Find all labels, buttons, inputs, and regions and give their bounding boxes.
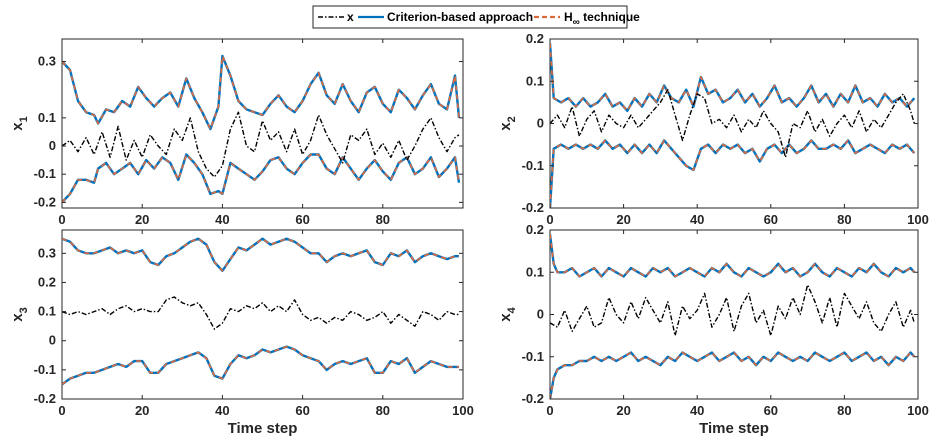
- legend-label-x: x: [347, 10, 354, 24]
- legend-hinf-rest: technique: [580, 10, 640, 24]
- subplot-3: 0 20 40 60 80 100 -0.2 -0.1 0 0.1 0.2 0.3 x3 Time ste…: [9, 229, 474, 437]
- y-axis-label: x1: [9, 116, 30, 130]
- series-group: [62, 237, 459, 386]
- plot-area: [549, 38, 919, 209]
- hinf-upper-bound: [550, 43, 915, 112]
- y-axis-label-sub: 4: [506, 306, 518, 313]
- x-tick-label: 80: [376, 212, 390, 227]
- x-tick-label: 40: [690, 212, 704, 227]
- hinf-upper-bound: [62, 55, 460, 130]
- hinf-lower-bound: [550, 139, 915, 208]
- hinf-lower-bound: [62, 153, 460, 203]
- hinf-lower-bound: [550, 351, 915, 399]
- y-tick-label: -0.2: [34, 391, 56, 406]
- x-tick-label: 100: [907, 212, 929, 227]
- x-tick-label: 100: [452, 403, 474, 418]
- x-tick-label: 80: [837, 403, 851, 418]
- subplot-2: 0 20 40 60 80 100 -0.2 -0.1 0 0.1 0.2 x2: [497, 31, 929, 227]
- series-group: [550, 43, 916, 208]
- y-axis-label: x4: [497, 306, 518, 321]
- hinf-upper-bound: [62, 237, 459, 272]
- y-tick-label: 0.2: [38, 274, 56, 289]
- x-tick-label: 40: [215, 403, 229, 418]
- hinf-lower-bound: [62, 345, 459, 386]
- y-axis-label-sub: 3: [18, 307, 30, 313]
- y-axis-label-sub: 2: [506, 116, 518, 122]
- y-tick-label: -0.1: [34, 166, 56, 181]
- x-tick-label: 0: [546, 212, 553, 227]
- x-tick-label: 20: [616, 403, 630, 418]
- x-tick-label: 60: [764, 403, 778, 418]
- y-tick-label: -0.2: [34, 194, 56, 209]
- y-tick-label: 0.1: [38, 304, 56, 319]
- x-tick-label: 60: [295, 403, 309, 418]
- y-axis-label-base: x: [497, 313, 514, 322]
- y-tick-label: -0.2: [522, 200, 544, 215]
- y-axis-label: x3: [9, 307, 30, 321]
- x-tick-label: 0: [58, 403, 65, 418]
- y-axis-label-sub: 1: [18, 116, 30, 122]
- y-axis-label-base: x: [9, 313, 26, 322]
- y-tick-label: 0.2: [526, 222, 544, 237]
- y-tick-label: 0: [537, 307, 544, 322]
- legend: x Criterion-based approach H∞ technique: [312, 5, 640, 29]
- y-tick-label: 0.1: [526, 73, 544, 88]
- legend-hinf-sub: ∞: [573, 17, 580, 28]
- legend-box: [312, 5, 628, 29]
- legend-label-criterion: Criterion-based approach: [387, 10, 533, 24]
- subplot-4: 0 20 40 60 80 100 -0.2 -0.1 0 0.1 0.2 x4 Time step: [497, 222, 929, 437]
- x-axis-label: Time step: [699, 420, 769, 437]
- x-tick-label: 20: [135, 212, 149, 227]
- y-tick-label: 0.1: [38, 110, 56, 125]
- plot-area: [61, 229, 464, 400]
- y-axis-label-base: x: [497, 122, 514, 131]
- subplot-1: 0 20 40 60 80 -0.2 -0.1 0 0.1 0.3 x1: [9, 38, 464, 227]
- y-tick-label: 0.1: [526, 264, 544, 279]
- y-axis-label-base: x: [9, 122, 26, 131]
- legend-label-hinf: H∞ technique: [564, 10, 640, 28]
- x-tick-label: 20: [616, 212, 630, 227]
- y-tick-label: -0.1: [34, 362, 56, 377]
- plot-area: [549, 229, 919, 400]
- x-tick-label: 60: [295, 212, 309, 227]
- x-tick-label: 0: [58, 212, 65, 227]
- x-tick-label: 40: [690, 403, 704, 418]
- series-group: [62, 54, 461, 204]
- y-tick-label: 0: [49, 333, 56, 348]
- x-trajectory: [62, 296, 459, 330]
- y-axis-label: x2: [497, 116, 518, 130]
- y-tick-label: -0.1: [522, 349, 544, 364]
- y-tick-label: 0.2: [526, 31, 544, 46]
- x-tick-label: 20: [135, 403, 149, 418]
- x-trajectory: [62, 111, 460, 178]
- y-tick-label: 0.3: [38, 245, 56, 260]
- x-tick-label: 80: [837, 212, 851, 227]
- legend-hinf-base: H: [564, 10, 573, 24]
- y-tick-label: -0.2: [522, 391, 544, 406]
- x-tick-label: 60: [764, 212, 778, 227]
- x-tick-label: 40: [215, 212, 229, 227]
- x-tick-label: 100: [907, 403, 929, 418]
- hinf-upper-bound: [550, 234, 915, 278]
- y-tick-label: 0: [537, 116, 544, 131]
- x-tick-label: 0: [546, 403, 553, 418]
- y-tick-label: -0.1: [522, 158, 544, 173]
- x-tick-label: 80: [376, 403, 390, 418]
- y-tick-label: 0.3: [38, 54, 56, 69]
- x-axis-label: Time step: [228, 420, 298, 437]
- x-trajectory: [550, 88, 915, 159]
- y-tick-label: 0: [49, 138, 56, 153]
- series-group: [550, 234, 916, 399]
